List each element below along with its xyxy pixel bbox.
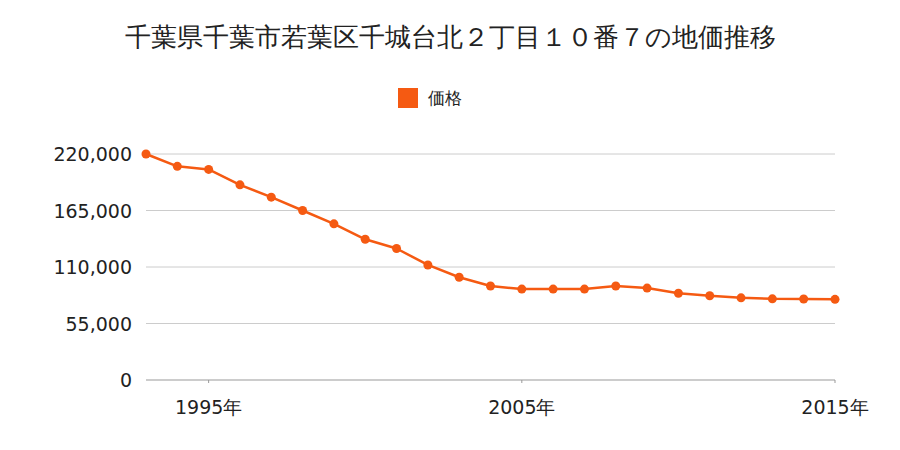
data-point (361, 235, 370, 244)
data-point (298, 206, 307, 215)
data-point (204, 165, 213, 174)
x-tick-label: 2015年 (801, 396, 868, 418)
data-point (235, 180, 244, 189)
series-line (146, 154, 835, 299)
chart-container: 千葉県千葉市若葉区千城台北２丁目１０番７の地価推移価格 0 55,000 110,00… (0, 0, 900, 450)
data-point (173, 162, 182, 171)
data-point (799, 295, 808, 304)
grid-line (146, 154, 835, 155)
grid-line (146, 380, 835, 381)
y-tick-label: 55,000 (66, 313, 132, 335)
chart-svg: 千葉県千葉市若葉区千城台北２丁目１０番７の地価推移価格 0 55,000 110,00… (0, 0, 900, 450)
data-point (580, 285, 589, 294)
y-tick-label: 0 (120, 369, 132, 391)
data-point (486, 282, 495, 291)
data-point (517, 285, 526, 294)
grid-line (146, 267, 835, 268)
data-point (705, 291, 714, 300)
x-tick-label: 1995年 (175, 396, 242, 418)
x-tick-label: 2005年 (488, 396, 555, 418)
data-point (831, 295, 840, 304)
data-point (142, 150, 151, 159)
data-point (611, 282, 620, 291)
data-point (643, 284, 652, 293)
data-point (549, 285, 558, 294)
x-tick (835, 380, 836, 383)
x-tick (521, 380, 522, 383)
legend-swatch (398, 88, 418, 108)
data-point (267, 193, 276, 202)
y-tick-label: 220,000 (53, 143, 132, 165)
data-point (423, 260, 432, 269)
y-tick-label: 110,000 (53, 256, 132, 278)
data-point (768, 294, 777, 303)
data-point (674, 289, 683, 298)
y-tick-label: 165,000 (53, 200, 132, 222)
data-point (737, 293, 746, 302)
data-point (392, 244, 401, 253)
legend-item: 価格 (398, 88, 462, 108)
x-tick (208, 380, 209, 383)
legend-label: 価格 (428, 88, 462, 108)
grid-line (146, 323, 835, 324)
plot-area (142, 150, 840, 304)
data-point (455, 273, 464, 282)
data-point (329, 219, 338, 228)
grid-line (146, 210, 835, 211)
title: 千葉県千葉市若葉区千城台北２丁目１０番７の地価推移 (125, 22, 776, 52)
